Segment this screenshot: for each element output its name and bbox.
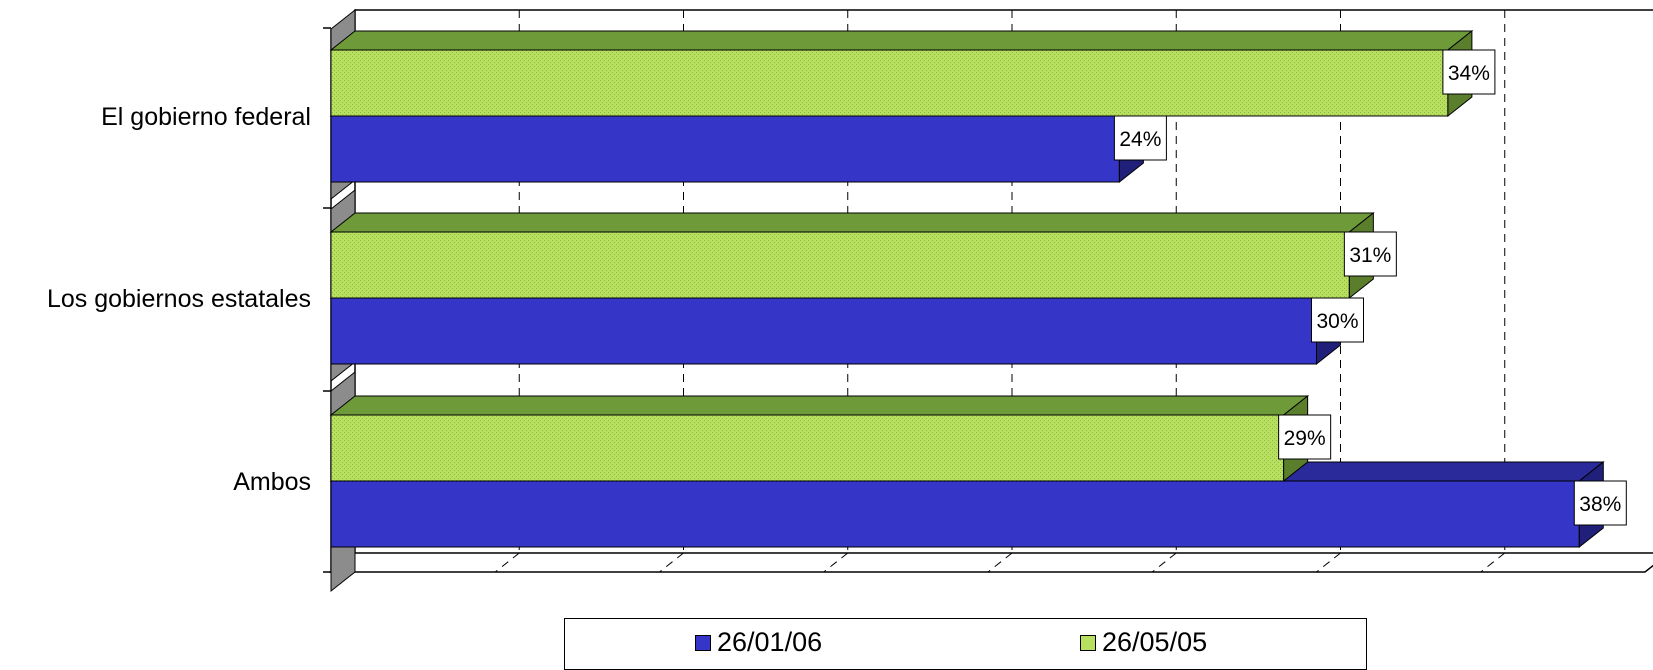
data-label-blue-2-box [1573, 480, 1627, 526]
data-label-blue-2: 38% [1573, 480, 1627, 526]
bar-26-05-05-0-front [330, 49, 1449, 117]
gridline-floor [1316, 552, 1341, 573]
legend-swatch-blue [695, 634, 711, 651]
gridline-floor [494, 552, 520, 573]
gridline-floor [987, 552, 1013, 573]
data-label-blue-0: 24% [1113, 115, 1167, 161]
bar-26-05-05-2-top [329, 395, 1310, 416]
data-label-green-2-box [1278, 414, 1332, 460]
bar-26-05-05-2-front [330, 414, 1285, 482]
data-label-green-1-box [1343, 231, 1397, 277]
bar-26-01-06-0-front [330, 115, 1120, 183]
data-label-green-2-text: 29% [1284, 427, 1326, 450]
bar-26-01-06-2-front [330, 480, 1580, 548]
bar-26-05-05-1 [329, 211, 1375, 300]
data-label-blue-1: 30% [1311, 297, 1364, 343]
bar-26-05-05-2 [329, 394, 1310, 483]
floor [328, 552, 1653, 573]
gridline-floor [823, 552, 849, 573]
legend-item-26-05-05: 26/05/05 [1080, 627, 1207, 658]
data-label-blue-1-text: 30% [1316, 310, 1358, 333]
gridline-floor [1480, 552, 1506, 573]
data-label-green-1: 31% [1343, 231, 1397, 277]
bar-26-05-05-0-top [329, 30, 1474, 51]
legend-swatch-green [1080, 634, 1096, 651]
chart-legend: 26/01/06 26/05/05 [564, 618, 1367, 670]
bar-26-05-05-1-top [329, 212, 1375, 233]
data-label-green-0: 34% [1442, 49, 1496, 95]
bar-26-01-06-1-front [330, 297, 1317, 365]
data-label-green-1-text: 31% [1349, 244, 1391, 267]
data-label-blue-1-box [1311, 297, 1364, 343]
data-label-blue-0-text: 24% [1119, 128, 1161, 151]
bar-26-05-05-1-front [330, 231, 1350, 299]
legend-label: 26/05/05 [1102, 627, 1208, 657]
legend-label: 26/01/06 [717, 627, 823, 657]
data-label-blue-2-text: 38% [1579, 493, 1621, 516]
category-label: El gobierno federal [101, 103, 311, 131]
category-label: Los gobiernos estatales [47, 285, 311, 313]
data-label-blue-0-box [1113, 115, 1167, 161]
data-label-green-0-text: 34% [1448, 62, 1490, 85]
bar-26-05-05-0 [329, 29, 1474, 118]
gridline-floor [659, 552, 684, 573]
category-label: Ambos [233, 468, 311, 496]
legend-item-26-01-06: 26/01/06 [695, 627, 822, 658]
data-label-green-0-box [1442, 49, 1496, 95]
gridline-floor [1151, 552, 1177, 573]
data-label-green-2: 29% [1278, 414, 1332, 460]
